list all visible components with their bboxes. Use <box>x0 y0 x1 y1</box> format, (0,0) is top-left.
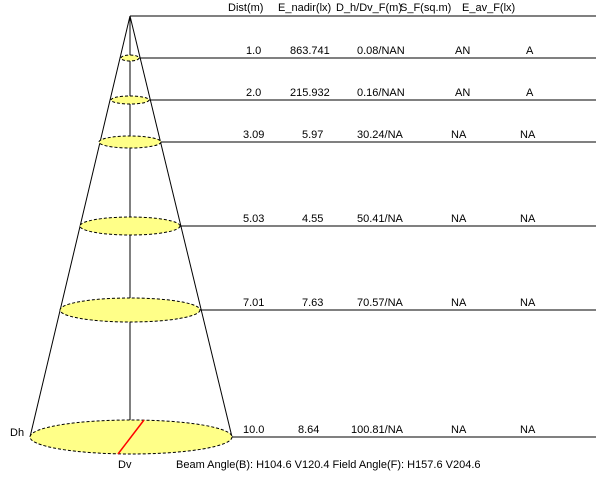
row-4-e-av: NA <box>520 213 536 225</box>
row-1-e-nadir: 863.741 <box>290 45 330 57</box>
row-6-dhv: 100.81/NA <box>351 424 404 436</box>
row-3-e-av: NA <box>520 129 536 141</box>
row-2-e-nadir: 215.932 <box>290 87 330 99</box>
dv-label: Dv <box>118 459 132 471</box>
row-4-dist: 5.03 <box>243 213 264 225</box>
dv-diameter-line <box>117 419 145 455</box>
row-lines <box>139 57 596 438</box>
row-2-e-av: A <box>526 87 534 99</box>
dh-label: Dh <box>10 427 24 439</box>
row-3-dhv: 30.24/NA <box>357 129 404 141</box>
section-ellipse-5 <box>59 297 201 323</box>
row-1-dhv: 0.08/NAN <box>357 45 405 57</box>
row-2-dhv: 0.16/NAN <box>357 87 405 99</box>
header-s-f: S_F(sq.m) <box>400 2 451 14</box>
header-dh-dv: D_h/Dv_F(m) <box>336 2 402 14</box>
row-5-s-f: NA <box>451 297 467 309</box>
row-6-dist: 10.0 <box>243 424 264 436</box>
row-4-s-f: NA <box>451 213 467 225</box>
row-1-dist: 1.0 <box>246 45 261 57</box>
row-6-e-av: NA <box>520 424 536 436</box>
row-1-s-f: AN <box>455 45 470 57</box>
angles-label: Beam Angle(B): H104.6 V120.4 Field Angle… <box>176 459 481 471</box>
row-5-dist: 7.01 <box>243 297 264 309</box>
section-ellipse-4 <box>79 216 181 236</box>
row-values: 1.0 863.741 0.08/NAN AN A 2.0 215.932 0.… <box>243 45 536 436</box>
row-4-e-nadir: 4.55 <box>302 213 323 225</box>
row-5-dhv: 70.57/NA <box>357 297 404 309</box>
row-1-e-av: A <box>526 45 534 57</box>
header-dist: Dist(m) <box>228 2 263 14</box>
cone-left-edge <box>29 15 131 438</box>
row-2-dist: 2.0 <box>246 87 261 99</box>
section-ellipse-3 <box>98 135 162 149</box>
row-3-dist: 3.09 <box>243 129 264 141</box>
row-5-e-nadir: 7.63 <box>302 297 323 309</box>
row-6-s-f: NA <box>451 424 467 436</box>
row-6-e-nadir: 8.64 <box>298 424 319 436</box>
row-5-e-av: NA <box>520 297 536 309</box>
row-2-s-f: AN <box>455 87 470 99</box>
cross-sections <box>29 54 233 455</box>
row-3-e-nadir: 5.97 <box>302 129 323 141</box>
header-e-nadir: E_nadir(lx) <box>278 2 331 14</box>
header-e-av: E_av_F(lx) <box>462 2 515 14</box>
section-ellipse-1 <box>120 54 140 62</box>
row-4-dhv: 50.41/NA <box>357 213 404 225</box>
row-3-s-f: NA <box>451 129 467 141</box>
section-ellipse-2 <box>110 95 150 105</box>
